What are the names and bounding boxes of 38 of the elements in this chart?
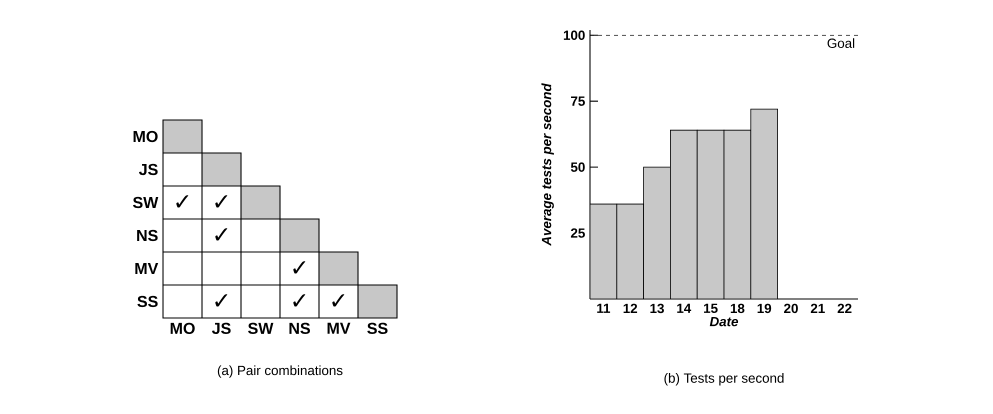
y-tick-label: 50 [570, 162, 585, 172]
category-label: SS [367, 322, 388, 334]
x-tick-label: 19 [758, 304, 772, 314]
category-label: JS [138, 164, 158, 176]
x-tick-label: 15 [704, 304, 718, 313]
text: ✓ [332, 294, 344, 307]
text: ✓ [215, 294, 228, 307]
text: (a) Pair combinations [218, 365, 342, 378]
y-tick-label: 25 [570, 228, 585, 238]
category-label: SW [132, 196, 158, 208]
category-label: MO [170, 322, 195, 334]
category-label: SW [248, 322, 274, 334]
category-label: MV [135, 262, 158, 274]
y-axis-title: Average tests per second [541, 83, 554, 246]
x-tick-label: 13 [650, 304, 664, 314]
text: ✓ [176, 195, 188, 208]
text: ✓ [215, 195, 228, 208]
category-label: NS [137, 230, 158, 242]
y-tick-label: 75 [571, 96, 585, 106]
x-tick-label: 12 [624, 304, 638, 314]
ref-line-label: Goal [828, 38, 854, 48]
y-tick-label: 100 [564, 30, 585, 40]
x-tick-label: 18 [730, 304, 744, 314]
text: ✓ [293, 294, 306, 307]
x-tick-label: 20 [784, 304, 798, 314]
category-label: NS [289, 322, 310, 334]
x-tick-label: 21 [810, 304, 825, 314]
x-tick-label: 22 [838, 304, 852, 314]
text: ✓ [293, 261, 306, 274]
category-label: JS [212, 322, 231, 334]
category-label: MV [328, 322, 350, 334]
category-label: MO [134, 130, 158, 142]
x-tick-label: 14 [677, 304, 692, 313]
x-tick-label: 11 [597, 304, 610, 313]
category-label: SS [137, 296, 158, 308]
text: (b) Tests per second [664, 373, 784, 386]
x-axis-title: Date [710, 316, 738, 326]
text: ✓ [215, 228, 228, 241]
